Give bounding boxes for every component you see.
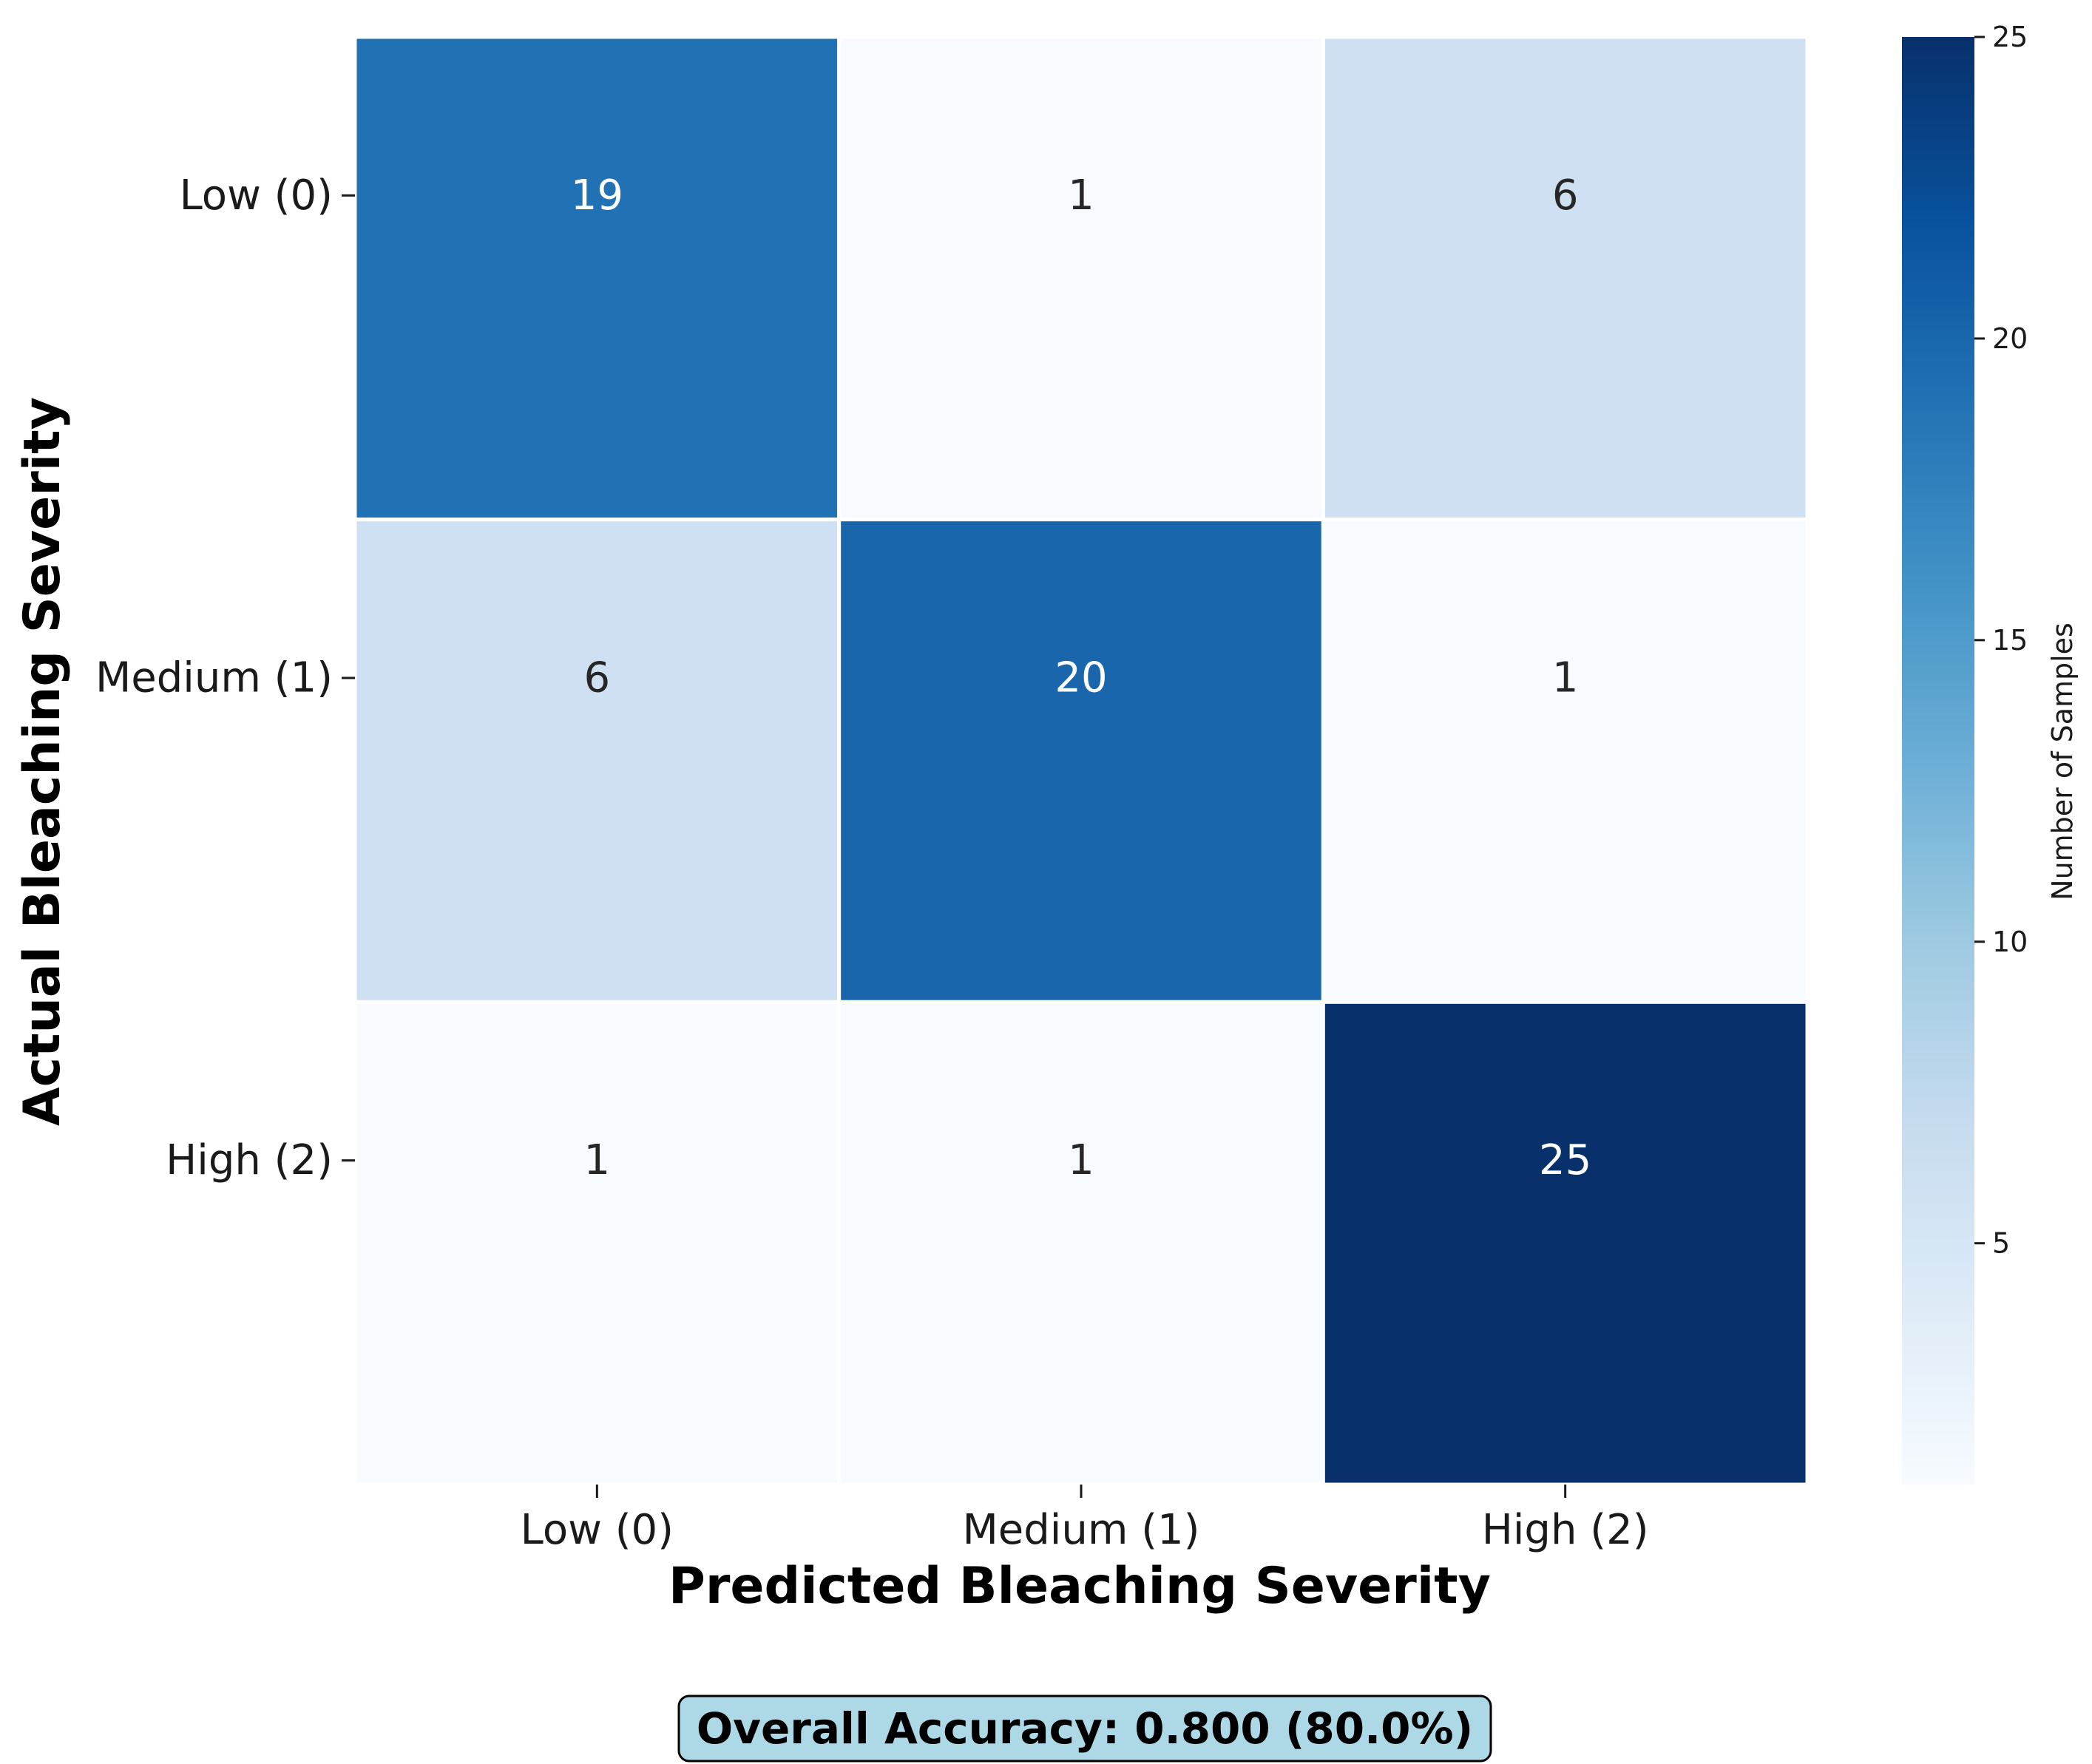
accuracy-annotation: Overall Accuracy: 0.800 (80.0%) [677, 1695, 1492, 1763]
colorbar-tick-label-4: 25 [1992, 21, 2028, 53]
colorbar-label: Number of Samples [2046, 623, 2079, 900]
heatmap-cell-r0-c1 [837, 35, 1325, 522]
cell-value-r0-c0: 19 [571, 172, 623, 220]
colorbar-tick-label-1: 10 [1992, 926, 2028, 958]
accuracy-text: Overall Accuracy: 0.800 (80.0%) [697, 1703, 1473, 1754]
cell-value-r1-c2: 1 [1552, 654, 1579, 702]
cell-value-r0-c1: 1 [1068, 172, 1094, 220]
heatmap-cell-r1-c1 [837, 518, 1325, 1004]
cell-value-r2-c2: 25 [1539, 1136, 1591, 1184]
colorbar-tick-label-0: 5 [1992, 1227, 2010, 1260]
heatmap-cells: 19 1 6 6 20 1 1 1 25 [353, 35, 1810, 1487]
heatmap-cell-r1-c0 [353, 518, 842, 1004]
cell-value-r2-c1: 1 [1068, 1136, 1094, 1184]
heatmap-cell-r0-c0 [353, 35, 842, 522]
y-tick-label-0: Low (0) [180, 172, 333, 220]
x-axis-ticks: Low (0) Medium (1) High (2) [521, 1485, 1649, 1554]
heatmap-cell-r0-c2 [1321, 35, 1810, 522]
x-axis-title: Predicted Bleaching Severity [668, 1557, 1491, 1615]
heatmap-cell-r2-c2 [1321, 1000, 1810, 1487]
cell-value-r2-c0: 1 [584, 1136, 611, 1184]
accuracy-box [677, 1695, 1492, 1763]
colorbar-tick-label-2: 15 [1992, 624, 2028, 657]
x-tick-label-2: High (2) [1482, 1506, 1649, 1554]
y-tick-label-2: High (2) [166, 1136, 333, 1184]
x-tick-label-1: Medium (1) [962, 1506, 1199, 1554]
heatmap-cell-r2-c0 [353, 1000, 842, 1487]
colorbar-ticks: 5 10 15 20 25 [1974, 21, 2028, 1260]
y-axis-title: Actual Bleaching Severity [13, 397, 72, 1126]
cell-value-r1-c1: 20 [1055, 654, 1107, 702]
cell-value-r0-c2: 6 [1552, 172, 1579, 220]
heatmap-cell-r1-c2 [1321, 518, 1810, 1004]
x-tick-label-0: Low (0) [521, 1506, 674, 1554]
colorbar: 5 10 15 20 25 Number of Samples [1902, 21, 2079, 1485]
y-tick-label-1: Medium (1) [95, 654, 333, 702]
colorbar-gradient [1902, 37, 1974, 1485]
heatmap-cell-r2-c1 [837, 1000, 1325, 1487]
y-axis-ticks: Low (0) Medium (1) High (2) [95, 172, 355, 1184]
colorbar-tick-label-3: 20 [1992, 322, 2028, 355]
cell-value-r1-c0: 6 [584, 654, 611, 702]
